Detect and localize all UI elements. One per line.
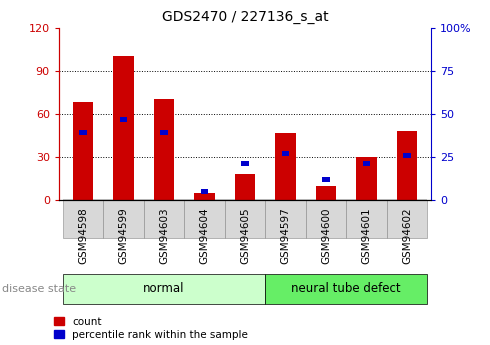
Bar bbox=[356, 157, 376, 200]
Bar bbox=[387, 200, 427, 238]
Bar bbox=[235, 174, 255, 200]
Bar bbox=[144, 200, 184, 238]
Bar bbox=[322, 177, 330, 182]
Bar bbox=[225, 200, 265, 238]
Bar bbox=[316, 186, 336, 200]
Bar bbox=[120, 117, 127, 121]
Bar bbox=[154, 99, 174, 200]
Bar bbox=[346, 200, 387, 238]
Bar bbox=[184, 200, 225, 238]
Text: neural tube defect: neural tube defect bbox=[292, 283, 401, 295]
Legend: count, percentile rank within the sample: count, percentile rank within the sample bbox=[54, 317, 248, 340]
Text: normal: normal bbox=[143, 283, 185, 295]
Bar bbox=[103, 200, 144, 238]
Bar bbox=[403, 153, 411, 158]
Bar bbox=[79, 130, 87, 135]
Bar bbox=[201, 189, 208, 194]
Bar bbox=[160, 130, 168, 135]
Bar bbox=[265, 200, 306, 238]
Bar bbox=[241, 161, 249, 166]
Title: GDS2470 / 227136_s_at: GDS2470 / 227136_s_at bbox=[162, 10, 328, 24]
Text: disease state: disease state bbox=[2, 284, 76, 294]
Bar bbox=[195, 193, 215, 200]
Bar bbox=[63, 200, 103, 238]
Bar bbox=[306, 200, 346, 238]
Bar bbox=[275, 132, 295, 200]
Bar bbox=[363, 161, 370, 166]
Bar bbox=[73, 102, 93, 200]
Bar bbox=[397, 131, 417, 200]
Bar bbox=[282, 151, 289, 156]
Bar bbox=[114, 56, 134, 200]
